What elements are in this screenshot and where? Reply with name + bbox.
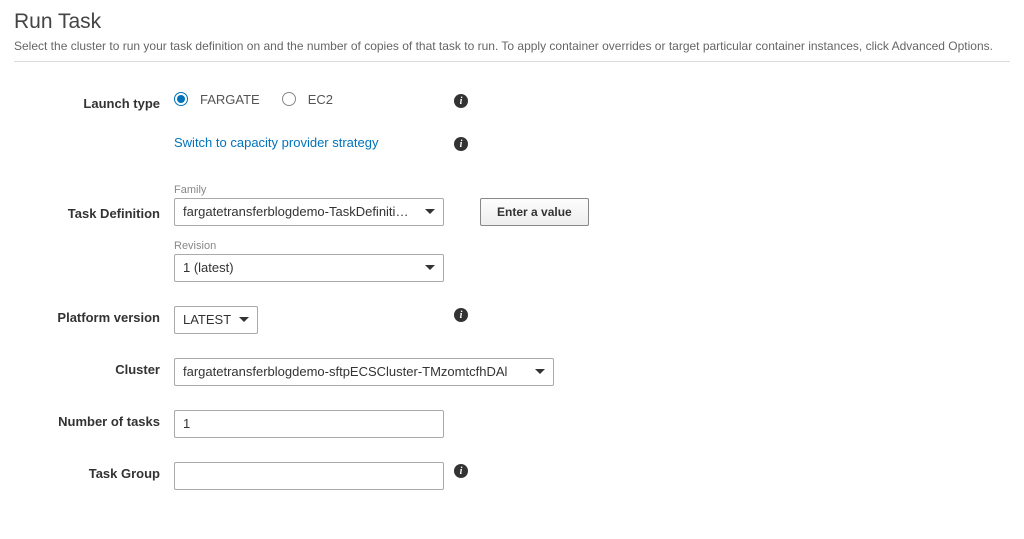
- task-group-input[interactable]: [174, 462, 444, 490]
- page-subtitle: Select the cluster to run your task defi…: [14, 38, 1010, 55]
- chevron-down-icon: [239, 317, 249, 322]
- platform-version-label: Platform version: [14, 306, 174, 325]
- info-icon[interactable]: i: [454, 94, 468, 108]
- page-title: Run Task: [14, 10, 1010, 34]
- launch-type-fargate-radio[interactable]: [174, 92, 188, 106]
- number-of-tasks-input[interactable]: [174, 410, 444, 438]
- launch-type-fargate-label: FARGATE: [200, 92, 260, 107]
- chevron-down-icon: [535, 369, 545, 374]
- info-icon[interactable]: i: [454, 464, 468, 478]
- cluster-label: Cluster: [14, 358, 174, 377]
- launch-type-ec2-label: EC2: [308, 92, 333, 107]
- enter-value-button[interactable]: Enter a value: [480, 198, 589, 226]
- revision-select-value: 1 (latest): [183, 260, 234, 275]
- launch-type-label: Launch type: [14, 92, 174, 111]
- revision-select[interactable]: 1 (latest): [174, 254, 444, 282]
- capacity-provider-link[interactable]: Switch to capacity provider strategy: [174, 135, 378, 150]
- cluster-select[interactable]: fargatetransferblogdemo-sftpECSCluster-T…: [174, 358, 554, 386]
- revision-sublabel: Revision: [174, 240, 589, 252]
- task-definition-label: Task Definition: [14, 184, 174, 221]
- info-icon[interactable]: i: [454, 308, 468, 322]
- cluster-select-value: fargatetransferblogdemo-sftpECSCluster-T…: [183, 364, 507, 379]
- number-of-tasks-label: Number of tasks: [14, 410, 174, 429]
- task-group-label: Task Group: [14, 462, 174, 481]
- divider: [14, 61, 1010, 62]
- family-select[interactable]: fargatetransferblogdemo-TaskDefinition-E…: [174, 198, 444, 226]
- family-sublabel: Family: [174, 184, 589, 196]
- chevron-down-icon: [425, 209, 435, 214]
- launch-type-ec2-radio[interactable]: [282, 92, 296, 106]
- family-select-value: fargatetransferblogdemo-TaskDefinition-E…: [183, 204, 413, 219]
- chevron-down-icon: [425, 265, 435, 270]
- platform-version-select[interactable]: LATEST: [174, 306, 258, 334]
- info-icon[interactable]: i: [454, 137, 468, 151]
- platform-version-value: LATEST: [183, 312, 231, 327]
